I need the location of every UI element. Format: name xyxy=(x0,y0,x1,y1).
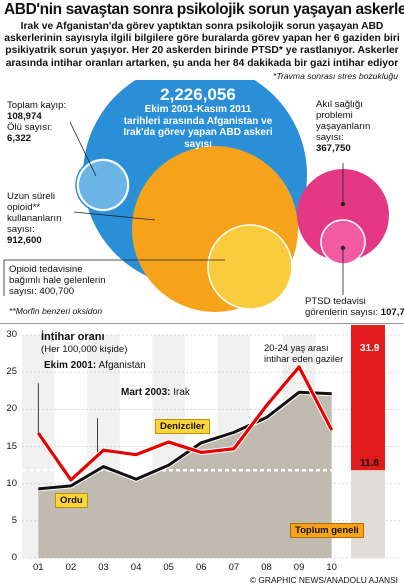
army-line xyxy=(38,390,332,491)
intro-line: askerlerinin sayısıyla ilgili bilgilere … xyxy=(4,33,400,45)
event-afghanistan: Ekim 2001: Afganistan xyxy=(44,360,146,371)
page-title: ABD'nin savaştan sonra psikolojik sorun … xyxy=(4,1,404,18)
army-tag: Ordu xyxy=(55,493,88,508)
intro-line: psikiyatrik sorun yaşıyor. Her 20 askerd… xyxy=(5,45,399,57)
mental-health-text: problemi xyxy=(316,110,353,121)
opioid-users-label: Uzun süreli opioid** kullananların sayıs… xyxy=(7,191,61,246)
opioid-users-text: kullananların xyxy=(7,213,62,224)
general-bar xyxy=(351,470,385,558)
chart-title: İntihar oranı xyxy=(41,331,105,343)
opioid-dependent-text: bağımlı hale gelenlerin xyxy=(9,275,106,286)
event-iraq: Mart 2003: Irak xyxy=(121,387,190,398)
event-date: Mart 2003: xyxy=(121,387,171,398)
total-soldiers-desc: tarihleri arasında Afganistan ve xyxy=(123,115,273,127)
opioid-users-text: opioid** xyxy=(7,202,41,213)
opioid-dependent-value: sayısı: 400,700 xyxy=(9,286,75,297)
x-tick-label: 07 xyxy=(228,562,240,573)
casualties-total-value: 108,974 xyxy=(7,111,42,122)
x-tick-label: 10 xyxy=(326,562,337,573)
y-tick-label: 25 xyxy=(6,366,17,378)
y-tick-label: 10 xyxy=(6,477,17,489)
ptsd-text: görenlerin sayısı: xyxy=(305,307,379,318)
total-soldiers-value: 2,226,056 xyxy=(160,85,236,104)
y-tick-label: 0 xyxy=(11,552,17,563)
opioid-users-value: 912,600 xyxy=(7,235,42,246)
casualties-inner-circle xyxy=(79,161,127,209)
mental-health-circle xyxy=(297,169,389,261)
opioid-dependent-text: Opioid tedavisine xyxy=(9,264,83,275)
event-place: Irak xyxy=(170,387,190,398)
opioid-users-text: sayısı: xyxy=(7,224,35,235)
total-soldiers-desc: sayısı xyxy=(184,138,212,150)
x-tick-label: 06 xyxy=(196,562,207,573)
credit-line: © GRAPHIC NEWS/ANADOLU AJANSI xyxy=(249,575,398,585)
y-tick-label: 15 xyxy=(6,440,17,452)
veterans-label: 20-24 yaş arası intihar eden gaziler xyxy=(264,342,344,364)
ptsd-text: PTSD tedavisi xyxy=(305,296,366,307)
suicide-rate-chart xyxy=(22,325,400,559)
intro-line: Irak ve Afganistan'da görev yaptıktan so… xyxy=(20,21,384,32)
event-place: Afganistan xyxy=(96,360,146,371)
general-value: 11.8 xyxy=(360,458,379,469)
x-tick-label: 04 xyxy=(130,562,142,573)
opioid-dependent-label: Opioid tedavisine bağımlı hale gelenleri… xyxy=(9,264,106,297)
x-tick-label: 03 xyxy=(98,562,109,573)
x-tick-label: 08 xyxy=(261,562,272,573)
casualties-label: Toplam kayıp: 108,974 Ölü sayısı: 6,322 xyxy=(7,100,66,144)
y-tick-label: 5 xyxy=(11,514,17,526)
marines-tag: Denizciler xyxy=(155,419,210,434)
y-tick-label: 30 xyxy=(6,329,17,340)
intro-text: Irak ve Afganistan'da görev yaptıktan so… xyxy=(0,21,404,70)
total-soldiers-desc: Ekim 2001-Kasım 2011 xyxy=(144,104,252,115)
ptsd-label: PTSD tedavisi görenlerin sayısı: 107,700 xyxy=(305,296,404,318)
x-tick-label: 01 xyxy=(33,562,44,573)
mental-health-label: Akıl sağlığı problemi yaşayanların sayıs… xyxy=(316,99,370,154)
mental-health-value: 367,750 xyxy=(316,143,351,154)
total-soldiers-desc: Irak'da görev yapan ABD askeri xyxy=(123,127,273,139)
ptsd-footnote: *Travma sonrası stres bozukluğu xyxy=(273,71,398,81)
deaths-value: 6,322 xyxy=(7,133,32,144)
casualties-total-label: Toplam kayıp: xyxy=(7,100,67,111)
deaths-label: Ölü sayısı: xyxy=(7,122,53,133)
mental-health-text: yaşayanların xyxy=(316,121,371,132)
chart-subtitle: (Her 100,000 kişide) xyxy=(41,344,128,355)
ptsd-value: 107,700 xyxy=(380,307,404,318)
intro-line: arasında intihar oranları artarken, şu a… xyxy=(5,57,399,69)
army-area xyxy=(38,392,332,558)
y-tick-label: 20 xyxy=(6,403,17,415)
mental-health-text: Akıl sağlığı xyxy=(316,99,363,110)
bubble-diagram xyxy=(3,80,389,312)
x-tick-label: 09 xyxy=(293,562,305,573)
x-tick-label: 02 xyxy=(65,562,77,573)
veterans-value: 31.9 xyxy=(360,343,380,354)
event-date: Ekim 2001: xyxy=(44,360,97,371)
morphine-footnote: **Morfin benzeri oksidon xyxy=(9,306,103,316)
opioid-users-text: Uzun süreli xyxy=(7,191,55,202)
marines-line xyxy=(36,365,334,482)
x-tick-label: 05 xyxy=(163,562,174,573)
veterans-bar xyxy=(351,325,385,471)
general-population-tag: Toplum geneli xyxy=(290,523,364,538)
opioid-dependent-circle xyxy=(207,224,293,310)
total-soldiers-label: 2,226,056 Ekim 2001-Kasım 2011 tarihleri… xyxy=(118,85,278,150)
section-divider xyxy=(0,323,404,324)
mental-health-text: sayısı: xyxy=(316,132,344,143)
